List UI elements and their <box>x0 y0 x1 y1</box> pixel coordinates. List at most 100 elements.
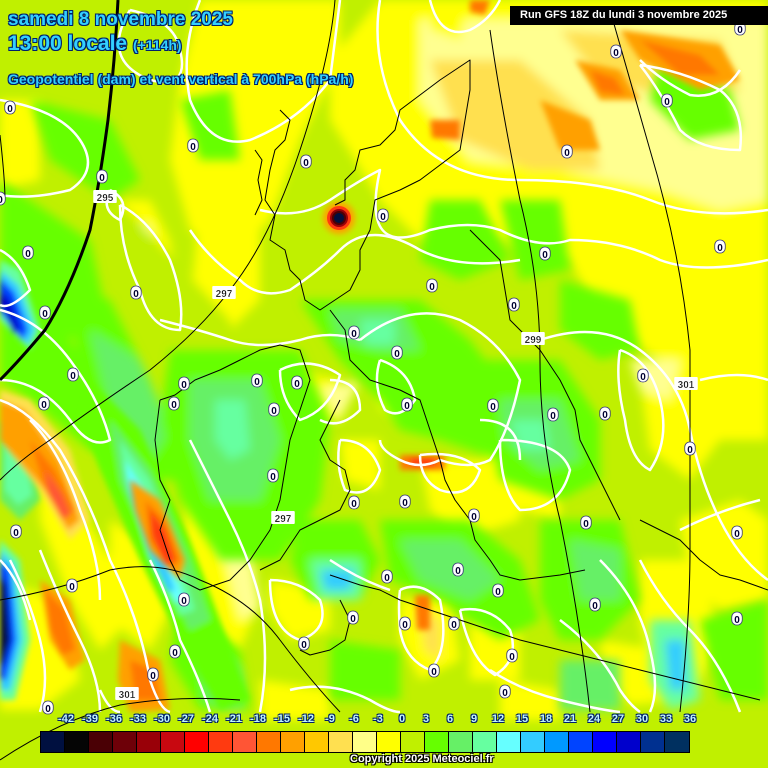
france-coast <box>329 574 761 701</box>
coastlines <box>154 59 768 701</box>
colorbar-tick-label: 0 <box>398 713 406 725</box>
england-coast <box>329 309 586 581</box>
svg-text:0: 0 <box>42 309 48 320</box>
wales-coast <box>259 399 351 571</box>
svg-text:0: 0 <box>301 640 307 651</box>
colorbar-tick-label: -30 <box>154 713 170 725</box>
zero-contour-label: 0 <box>637 368 649 383</box>
colorbar-cell <box>377 732 401 752</box>
svg-text:0: 0 <box>45 704 51 715</box>
svg-text:0: 0 <box>25 249 31 260</box>
zero-contour-label: 0 <box>381 569 393 584</box>
zero-contour-label: 0 <box>452 562 464 577</box>
colorbar-cell <box>593 732 617 752</box>
colorbar <box>40 731 690 753</box>
colorbar-tick-label: 9 <box>470 713 478 725</box>
field-descent-core <box>323 202 355 234</box>
model-run-label: Run GFS 18Z du lundi 3 novembre 2025 <box>510 6 768 25</box>
zero-contour-label: 0 <box>499 684 511 699</box>
svg-text:0: 0 <box>171 400 177 411</box>
colorbar-cell <box>161 732 185 752</box>
svg-text:0: 0 <box>351 329 357 340</box>
zero-contour-label: 0 <box>178 592 190 607</box>
svg-text:0: 0 <box>471 512 477 523</box>
colorbar-tick-label: -15 <box>274 713 290 725</box>
svg-text:0: 0 <box>394 349 400 360</box>
colorbar-tick-label: 36 <box>683 713 697 725</box>
colorbar-cell <box>617 732 641 752</box>
svg-text:0: 0 <box>734 529 740 540</box>
svg-text:0: 0 <box>384 573 390 584</box>
colorbar-tick-label: -9 <box>325 713 335 725</box>
colorbar-tick-label: 3 <box>422 713 430 725</box>
colorbar-cell <box>425 732 449 752</box>
colorbar-tick-label: 15 <box>515 713 529 725</box>
colorbar-ticks: -42 -39 -36 -33 -30 -27 -24 -21 -18 -15 -12 -9 -6 -3 0… <box>40 713 740 727</box>
svg-text:0: 0 <box>737 25 743 36</box>
geopotential-label: 299 <box>521 332 545 346</box>
zero-contour-label: 0 <box>66 578 78 593</box>
zero-contour-label: 0 <box>561 144 573 159</box>
colorbar-cell <box>185 732 209 752</box>
colorbar-cell <box>521 732 545 752</box>
svg-text:0: 0 <box>172 648 178 659</box>
zero-contour-label: 0 <box>487 398 499 413</box>
zero-contour-label: 0 <box>589 597 601 612</box>
zero-contour-label: 0 <box>300 154 312 169</box>
svg-text:0: 0 <box>550 411 556 422</box>
zero-contour-label: 0 <box>428 663 440 678</box>
svg-text:301: 301 <box>119 690 136 701</box>
forecast-date: samedi 8 novembre 2025 <box>8 9 233 30</box>
svg-text:0: 0 <box>190 142 196 153</box>
colorbar-cell <box>209 732 233 752</box>
irish-coast <box>154 344 311 591</box>
zero-contour-label: 0 <box>0 191 6 206</box>
hebrides <box>254 149 263 216</box>
colorbar-tick-label: -24 <box>202 713 218 725</box>
colorbar-cell <box>449 732 473 752</box>
zero-contour-label: 0 <box>187 138 199 153</box>
colorbar-cell <box>665 732 689 752</box>
zero-contour-label: 0 <box>38 396 50 411</box>
colorbar-tick-label: -27 <box>178 713 194 725</box>
zero-contour-label: 0 <box>391 345 403 360</box>
colorbar-tick-label: -39 <box>82 713 98 725</box>
colorbar-tick-label: -42 <box>58 713 74 725</box>
svg-text:0: 0 <box>7 104 13 115</box>
zero-contour-label: 0 <box>580 515 592 530</box>
colorbar-cell <box>233 732 257 752</box>
zero-contour-label: 0 <box>348 325 360 340</box>
svg-text:0: 0 <box>402 620 408 631</box>
svg-text:0: 0 <box>70 371 76 382</box>
zero-contour-label: 0 <box>42 700 54 715</box>
colorbar-tick-label: -6 <box>349 713 359 725</box>
zero-contour-label: 0 <box>401 397 413 412</box>
zero-contour-label: 0 <box>268 402 280 417</box>
colorbar-tick-label: -21 <box>226 713 242 725</box>
svg-text:299: 299 <box>525 335 542 346</box>
zero-contour-label: 0 <box>291 375 303 390</box>
zero-contour-label: 0 <box>251 373 263 388</box>
svg-text:0: 0 <box>502 688 508 699</box>
colorbar-tick-label: -36 <box>106 713 122 725</box>
geopotential-label: 297 <box>271 511 295 525</box>
svg-text:0: 0 <box>509 652 515 663</box>
svg-text:0: 0 <box>404 401 410 412</box>
svg-text:295: 295 <box>97 193 114 204</box>
svg-text:0: 0 <box>564 148 570 159</box>
colorbar-tick-label: 27 <box>611 713 625 725</box>
colorbar-cell <box>305 732 329 752</box>
colorbar-cell <box>545 732 569 752</box>
svg-text:0: 0 <box>294 379 300 390</box>
forecast-lead-time: (+114h) <box>132 37 182 53</box>
svg-text:297: 297 <box>275 514 292 525</box>
zero-contour-label: 0 <box>508 297 520 312</box>
colorbar-tick-label: -12 <box>298 713 314 725</box>
svg-text:0: 0 <box>303 158 309 169</box>
forecast-local-time: 13:00 locale <box>8 32 128 55</box>
zero-contour-label: 0 <box>39 305 51 320</box>
colorbar-tick-label: 24 <box>587 713 601 725</box>
svg-text:0: 0 <box>734 615 740 626</box>
svg-text:0: 0 <box>133 289 139 300</box>
svg-text:0: 0 <box>41 400 47 411</box>
